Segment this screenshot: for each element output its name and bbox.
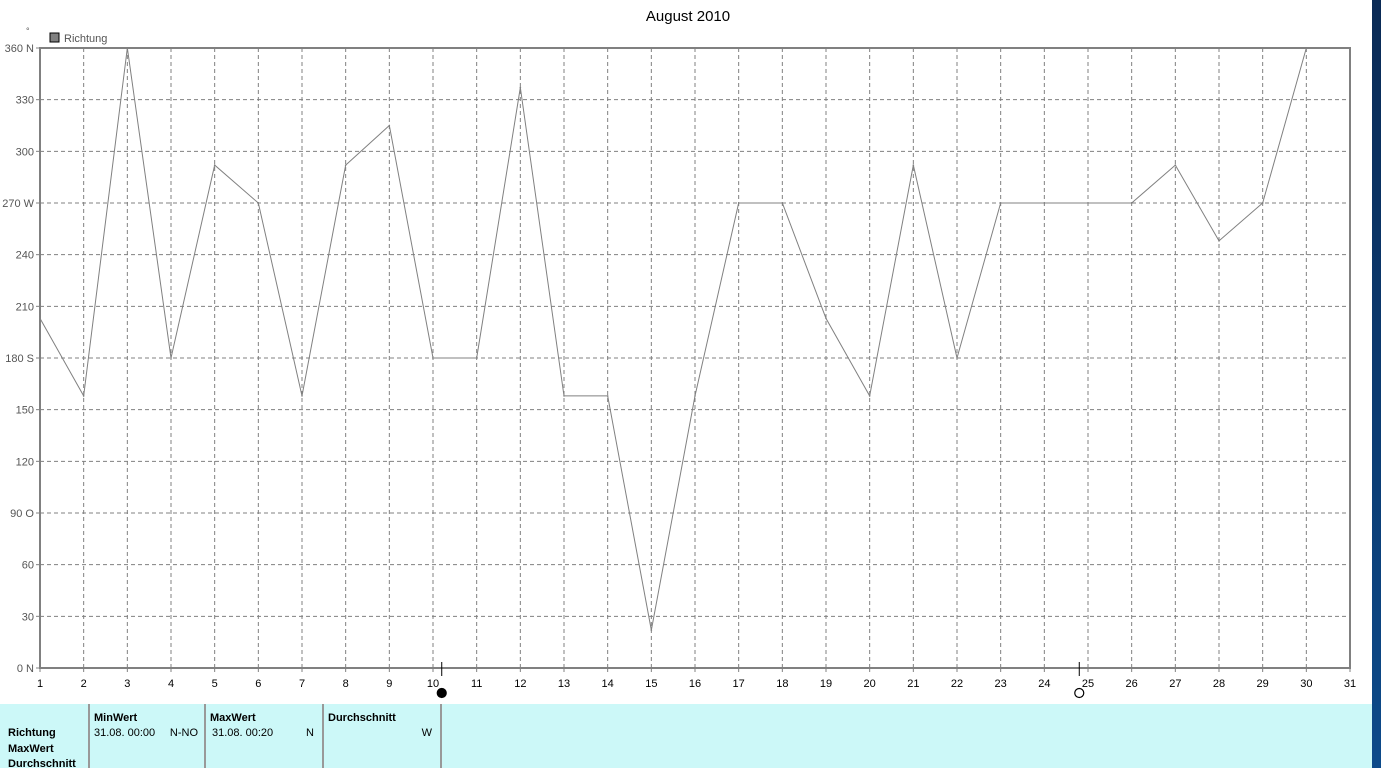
y-tick-label: 300 [16,146,34,158]
x-tick-label: 30 [1300,678,1312,690]
data-point [694,395,696,397]
data-point [344,164,347,166]
x-tick-label: 14 [602,678,614,690]
data-point [737,202,740,204]
data-point [432,357,434,359]
x-tick-label: 24 [1038,678,1050,690]
chart-title: August 2010 [646,8,730,25]
x-tick-label: 25 [1082,678,1094,690]
max-time: 31.08. 00:20 [212,727,274,739]
plot-frame [39,47,1351,669]
x-tick-label: 13 [558,678,570,690]
y-tick-label: 270 W [2,198,34,210]
x-tick-label: 18 [776,678,788,690]
new-moon-icon [436,687,447,699]
x-tick-label: 22 [951,678,963,690]
x-tick-label: 26 [1126,678,1138,690]
data-point [213,164,216,166]
x-tick-label: 4 [168,678,174,690]
x-tick-label: 6 [255,678,261,690]
y-unit-label: ° [26,26,30,36]
x-tick-label: 3 [124,678,130,690]
y-tick-label: 240 [16,250,34,262]
y-tick-label: 0 N [17,663,34,675]
x-tick-label: 15 [645,678,657,690]
x-tick-label: 10 [427,678,439,690]
max-column: MaxWert 31.08. 00:20 N [206,704,324,768]
data-point [82,395,85,397]
x-tick-label: 11 [471,678,482,690]
y-tick-label: 360 N [5,43,34,55]
x-tick-label: 16 [689,678,701,690]
x-tick-label: 19 [820,678,832,690]
min-column: MinWert 31.08. 00:00 N-NO [90,704,206,768]
x-tick-label: 20 [864,678,876,690]
full-moon-icon [1074,687,1085,699]
data-point [563,395,565,397]
data-point [1130,202,1133,204]
avg-column: Durchschnitt W [324,704,442,768]
data-point [912,164,915,166]
data-point [1174,164,1177,166]
y-tick-label: 30 [22,611,34,623]
avg-value: W [421,727,432,739]
legend-label: Richtung [64,33,107,45]
data-point [475,357,478,359]
data-point [170,357,172,359]
data-point [257,202,260,204]
x-tick-label: 7 [299,678,305,690]
x-tick-label: 9 [386,678,392,690]
x-tick-label: 1 [37,678,43,690]
data-point [1261,202,1264,204]
data-point [1043,202,1046,204]
data-point [301,395,303,397]
x-tick-label: 8 [343,678,349,690]
data-point [825,317,827,320]
row-label: Richtung [8,727,56,739]
data-point [519,86,522,89]
y-tick-label: 150 [16,405,34,417]
summary-panel: Richtung MaxWert Durchschnitt MinWert 31… [0,704,1372,770]
wind-direction-chart: August 2010 ° Richtung 1 2 3 4 5 6 7 8 9 10 11 12 13… [2,8,1356,699]
data-point [999,202,1002,204]
data-point [781,202,784,204]
x-tick-label: 29 [1257,678,1269,690]
data-point [868,395,871,397]
row-labels: Richtung MaxWert Durchschnitt [0,704,90,770]
data-point [650,629,653,631]
y-tick-label: 120 [16,456,34,468]
min-header: MinWert [94,712,138,724]
data-point [1218,240,1220,242]
desktop-edge [1372,0,1381,768]
x-tick-label: 2 [81,678,87,690]
data-point [606,395,609,397]
data-point [956,357,958,359]
x-tick-label: 21 [907,678,919,690]
x-tick-label: 12 [514,678,526,690]
data-point [1087,202,1089,204]
y-tick-label: 60 [22,560,34,572]
legend: Richtung [49,32,107,45]
y-tick-label: 90 O [10,508,34,520]
x-tick-label: 23 [995,678,1007,690]
x-tick-label: 31 [1344,678,1356,690]
legend-swatch [49,32,60,43]
max-value: N [306,727,314,739]
row-label: Durchschnitt [8,758,76,770]
x-tick-label: 28 [1213,678,1225,690]
y-tick-label: 180 S [5,353,34,365]
max-header: MaxWert [210,712,256,724]
avg-header: Durchschnitt [328,712,396,724]
y-tick-label: 330 [16,95,34,107]
x-tick-label: 17 [733,678,745,690]
y-tick-label: 210 [16,301,34,313]
x-tick-label: 5 [212,678,218,690]
x-tick-label: 27 [1169,678,1181,690]
data-point [388,124,391,127]
row-label: MaxWert [8,743,54,755]
min-time: 31.08. 00:00 [94,727,156,739]
series-line-richtung [39,47,1307,631]
min-value: N-NO [169,727,198,739]
